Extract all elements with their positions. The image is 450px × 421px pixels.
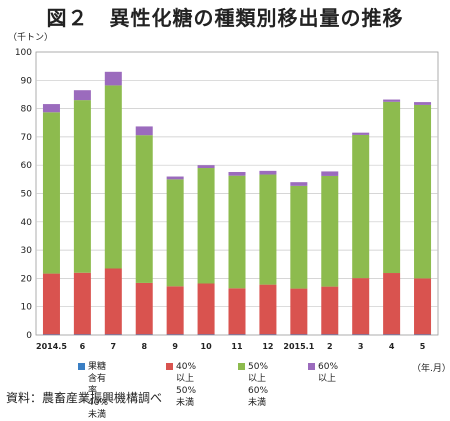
bar-segment-0 <box>414 334 432 335</box>
x-tick-label: 9 <box>172 342 178 351</box>
bar-segment-3 <box>352 132 370 135</box>
bar-segment-0 <box>166 334 184 335</box>
y-tick-label: 50 <box>21 190 33 200</box>
bar-segment-2 <box>166 179 184 287</box>
y-tick-label: 80 <box>21 105 33 115</box>
y-unit-label: （千トン） <box>8 33 54 43</box>
bar-segment-2 <box>290 185 308 289</box>
bar-segment-1 <box>104 268 122 335</box>
bar-segment-2 <box>42 112 60 274</box>
bar-segment-2 <box>321 175 339 287</box>
x-tick-label: 2014.5 <box>36 342 67 351</box>
bar-segment-0 <box>228 334 246 335</box>
bar-segment-3 <box>42 104 60 113</box>
bar-segment-2 <box>104 85 122 269</box>
bar-segment-2 <box>259 174 277 285</box>
bar-segment-0 <box>135 334 153 335</box>
bar-segment-2 <box>352 134 370 279</box>
bar-segment-1 <box>166 286 184 335</box>
y-tick-label: 40 <box>21 218 33 228</box>
bar-segment-0 <box>352 334 370 335</box>
bar-segment-0 <box>259 334 277 335</box>
legend-label: 50%以上 60%未満 <box>248 362 269 408</box>
y-tick-label: 90 <box>21 76 33 86</box>
bar-segment-1 <box>290 288 308 335</box>
source-note: 資料：農畜産業振興機構調べ <box>6 391 163 405</box>
bar-segment-0 <box>321 334 339 335</box>
bar-segment-1 <box>352 278 370 335</box>
bar-segment-3 <box>197 165 215 169</box>
bar-segment-2 <box>383 101 401 274</box>
bar-segment-1 <box>259 284 277 335</box>
legend-swatch <box>78 363 85 370</box>
x-tick-label: 6 <box>80 342 86 351</box>
legend-swatch <box>238 363 245 370</box>
legend-swatch <box>308 363 315 370</box>
bar-segment-3 <box>104 71 122 86</box>
y-tick-label: 100 <box>15 48 32 58</box>
bar-segment-0 <box>290 334 308 335</box>
bar-segment-1 <box>197 283 215 335</box>
figure-title: 図２ 異性化糖の種類別移出量の推移 <box>46 6 404 30</box>
bar-segment-3 <box>166 176 184 180</box>
legend-label: 40%以上 50%未満 <box>176 362 197 408</box>
y-tick-label: 60 <box>21 161 33 171</box>
bar-segment-0 <box>197 334 215 335</box>
bar-segment-3 <box>135 126 153 136</box>
bar-segment-1 <box>228 288 246 335</box>
bar-segment-2 <box>135 135 153 283</box>
bar-segment-0 <box>104 334 122 335</box>
y-tick-label: 20 <box>21 274 33 284</box>
stacked-bar-chart: 0 10 20 30 40 50 60 70 80 90 100 2014.5 6 7 8 9 10 11 12 20… <box>15 48 439 351</box>
x-tick-label: 10 <box>201 342 213 351</box>
x-tick-label: 3 <box>358 342 364 351</box>
x-tick-label: 7 <box>111 342 117 351</box>
bar-segment-0 <box>73 334 91 335</box>
bar-segment-1 <box>73 272 91 335</box>
x-tick-label: 2 <box>327 342 333 351</box>
x-unit-label: （年.月） <box>412 364 450 374</box>
bar-segment-2 <box>197 168 215 284</box>
y-tick-label: 10 <box>21 303 33 313</box>
bar-segment-1 <box>135 282 153 335</box>
bar-segment-3 <box>290 182 308 186</box>
bar-segment-3 <box>73 90 91 101</box>
legend-label: 60%以上 <box>318 362 339 384</box>
x-tick-label: 12 <box>262 342 273 351</box>
chart-legend: 果糖含有率 40%未満 40%以上 50%未満 50%以上 60%未満 60%以上 <box>78 361 388 420</box>
y-tick-label: 70 <box>21 133 33 143</box>
bar-segment-3 <box>321 171 339 176</box>
bar-segment-1 <box>321 286 339 335</box>
bar-segment-3 <box>259 170 277 175</box>
x-tick-label: 11 <box>231 342 243 351</box>
bar-segment-3 <box>414 102 432 105</box>
bar-segment-1 <box>414 278 432 335</box>
bar-segment-3 <box>383 99 401 102</box>
bar-segment-1 <box>383 273 401 335</box>
bar-segment-2 <box>228 175 246 289</box>
bar-segment-0 <box>42 334 60 335</box>
x-tick-label: 8 <box>141 342 147 351</box>
bar-segment-0 <box>383 334 401 335</box>
bar-segment-2 <box>414 104 432 279</box>
bar-segment-2 <box>73 100 91 273</box>
x-tick-label: 5 <box>420 342 426 351</box>
x-tick-label: 4 <box>389 342 395 351</box>
bar-segment-3 <box>228 171 246 176</box>
x-tick-label: 2015.1 <box>283 342 314 351</box>
bar-segment-1 <box>42 273 60 335</box>
y-tick-label: 0 <box>26 331 32 341</box>
y-tick-label: 30 <box>21 246 33 256</box>
legend-swatch <box>166 363 173 370</box>
